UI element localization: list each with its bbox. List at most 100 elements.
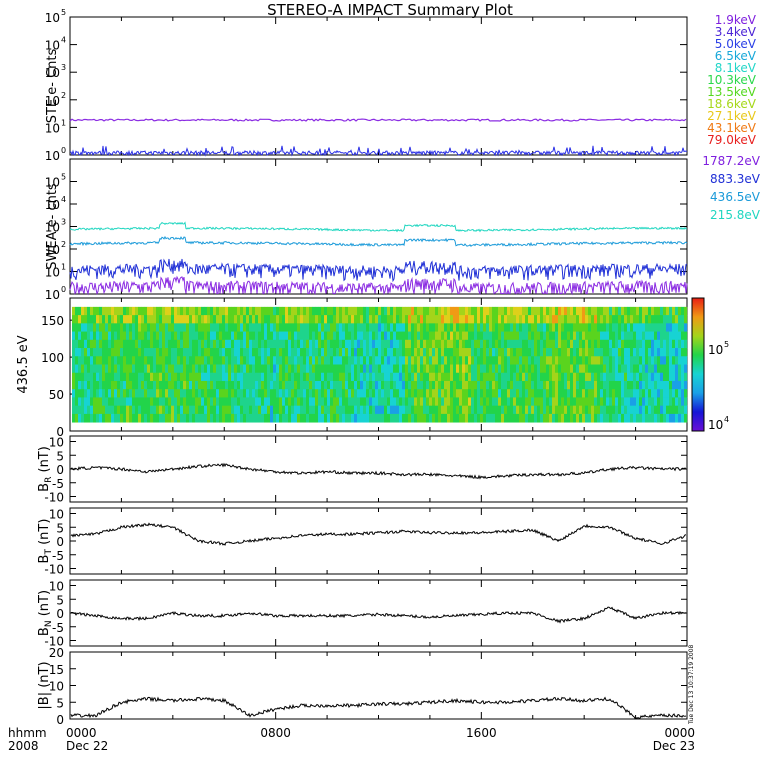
pad-cell: [450, 380, 454, 390]
pad-cell: [657, 380, 661, 390]
pad-cell: [618, 397, 622, 407]
pad-cell: [339, 348, 343, 357]
y-tick-label: 10: [45, 176, 60, 190]
y-tick-label: -5: [52, 621, 64, 635]
pad-cell: [387, 380, 391, 390]
pad-cell: [222, 315, 226, 324]
pad-cell: [96, 364, 100, 374]
pad-cell: [108, 315, 112, 324]
pad-cell: [600, 397, 604, 407]
pad-cell: [210, 356, 214, 365]
pad-cell: [537, 380, 541, 390]
pad-cell: [372, 306, 376, 316]
pad-cell: [102, 413, 106, 423]
pad-cell: [273, 323, 277, 332]
pad-cell: [234, 389, 238, 398]
pad-cell: [78, 306, 82, 316]
pad-cell: [537, 339, 541, 349]
pad-cell: [291, 397, 295, 407]
pad-cell: [636, 372, 640, 382]
pad-cell: [516, 306, 520, 316]
pad-cell: [318, 348, 322, 357]
pad-cell: [207, 348, 211, 357]
pad-cell: [219, 380, 223, 390]
pad-cell: [342, 413, 346, 423]
pad-cell: [117, 413, 121, 423]
pad-cell: [579, 306, 583, 316]
pad-cell: [270, 405, 274, 415]
pad-cell: [186, 405, 190, 415]
pad-cell: [300, 315, 304, 324]
pad-cell: [513, 413, 517, 423]
pad-cell: [264, 380, 268, 390]
pad-cell: [249, 323, 253, 332]
y-tick-label: 10: [45, 288, 60, 302]
pad-cell: [153, 306, 157, 316]
pad-cell: [489, 372, 493, 382]
pad-cell: [669, 331, 673, 341]
pad-cell: [666, 356, 670, 365]
legend-entry: 79.0keV: [707, 133, 756, 147]
pad-cell: [135, 331, 139, 341]
pad-cell: [609, 380, 613, 390]
pad-cell: [327, 331, 331, 341]
pad-cell: [261, 306, 265, 316]
pad-cell: [108, 413, 112, 423]
pad-cell: [450, 331, 454, 341]
pad-cell: [402, 348, 406, 357]
pad-cell: [324, 405, 328, 415]
pad-cell: [177, 323, 181, 332]
pad-cell: [582, 405, 586, 415]
pad-cell: [507, 356, 511, 365]
pad-cell: [414, 315, 418, 324]
pad-cell: [573, 315, 577, 324]
pad-cell: [474, 339, 478, 349]
pad-cell: [606, 389, 610, 398]
pad-cell: [279, 339, 283, 349]
pad-cell: [618, 364, 622, 374]
pad-cell: [522, 413, 526, 423]
pad-cell: [150, 356, 154, 365]
pad-cell: [630, 364, 634, 374]
pad-cell: [282, 331, 286, 341]
pad-cell: [126, 389, 130, 398]
pad-cell: [576, 323, 580, 332]
pad-cell: [300, 356, 304, 365]
pad-cell: [189, 364, 193, 374]
pad-cell: [261, 389, 265, 398]
pad-cell: [204, 380, 208, 390]
pad-cell: [183, 389, 187, 398]
pad-cell: [189, 306, 193, 316]
pad-cell: [171, 339, 175, 349]
pad-cell: [624, 331, 628, 341]
pad-cell: [297, 348, 301, 357]
pad-cell: [336, 380, 340, 390]
pad-cell: [120, 356, 124, 365]
pad-cell: [681, 331, 685, 341]
pad-cell: [99, 356, 103, 365]
pad-cell: [543, 356, 547, 365]
pad-cell: [96, 323, 100, 332]
pad-cell: [588, 306, 592, 316]
pad-cell: [255, 356, 259, 365]
pad-cell: [399, 356, 403, 365]
pad-cell: [255, 323, 259, 332]
pad-cell: [252, 380, 256, 390]
panel-frame-br: [69, 435, 688, 503]
pad-cell: [537, 372, 541, 382]
pad-cell: [105, 356, 109, 365]
pad-cell: [414, 405, 418, 415]
pad-cell: [606, 306, 610, 316]
pad-cell: [438, 405, 442, 415]
pad-cell: [441, 405, 445, 415]
pad-cell: [201, 339, 205, 349]
pad-cell: [651, 364, 655, 374]
pad-cell: [339, 306, 343, 316]
pad-cell: [219, 397, 223, 407]
pad-cell: [336, 413, 340, 423]
pad-cell: [96, 413, 100, 423]
pad-cell: [297, 323, 301, 332]
pad-cell: [387, 372, 391, 382]
pad-cell: [621, 413, 625, 423]
pad-cell: [357, 339, 361, 349]
